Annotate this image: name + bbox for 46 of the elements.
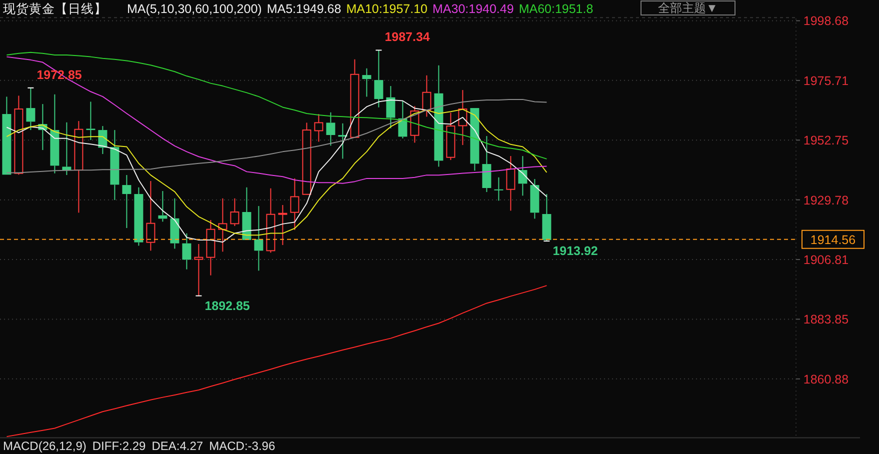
annotation: 1913.92 — [552, 244, 598, 258]
y-tick-label: 1975.71 — [803, 74, 849, 88]
candlestick — [362, 68, 372, 98]
line-series — [6, 285, 548, 438]
ref-line-label: 1914.56 — [810, 232, 856, 247]
candlestick — [74, 120, 84, 214]
candlestick — [110, 130, 120, 201]
candlestick — [86, 101, 96, 141]
candlestick — [218, 198, 228, 252]
candlestick — [326, 112, 336, 146]
candlestick — [206, 220, 216, 276]
text: 全部主题▼ — [658, 1, 718, 15]
chart-title: 现货黄金【日线】 — [3, 2, 107, 16]
candlestick — [530, 178, 540, 220]
candlestick — [494, 176, 504, 202]
y-tick-label: 1929.78 — [803, 193, 849, 208]
candlestick — [518, 156, 528, 196]
candlestick — [374, 50, 384, 108]
candlestick — [194, 244, 204, 296]
candlestick — [170, 198, 180, 250]
candlestick — [122, 174, 132, 229]
y-tick-label: 1998.68 — [803, 14, 849, 28]
text: MACD(26,12,9) — [3, 439, 86, 453]
y-tick-label: 1860.88 — [803, 372, 849, 386]
y-tick-label: 1906.81 — [803, 253, 849, 268]
candlestick — [290, 178, 300, 231]
annotation: 1892.85 — [204, 298, 250, 313]
y-tick-label: 1883.85 — [803, 312, 849, 327]
candlestick — [386, 86, 396, 129]
y-tick-label: 1952.75 — [803, 134, 849, 148]
line-series — [6, 52, 548, 160]
candlestick — [146, 180, 156, 252]
candlestick — [158, 190, 168, 222]
candlestick — [254, 206, 264, 272]
candlestick — [134, 186, 144, 246]
text: DIFF:2.29 — [92, 439, 146, 453]
legend: MA(5,10,30,60,100,200) MA5:1949.68 MA10:1957.10 MA30:1940.49 MA60:1951.8 — [127, 2, 594, 16]
candlestick — [434, 64, 444, 168]
annotation: 1987.34 — [384, 30, 430, 44]
candlestick — [278, 204, 288, 246]
candlestick — [482, 136, 492, 193]
text: DEA:4.27 — [152, 439, 204, 453]
candlestick — [506, 156, 516, 212]
candlestick — [182, 232, 192, 270]
text: MACD:-3.96 — [209, 439, 276, 453]
candlestick — [50, 94, 60, 174]
